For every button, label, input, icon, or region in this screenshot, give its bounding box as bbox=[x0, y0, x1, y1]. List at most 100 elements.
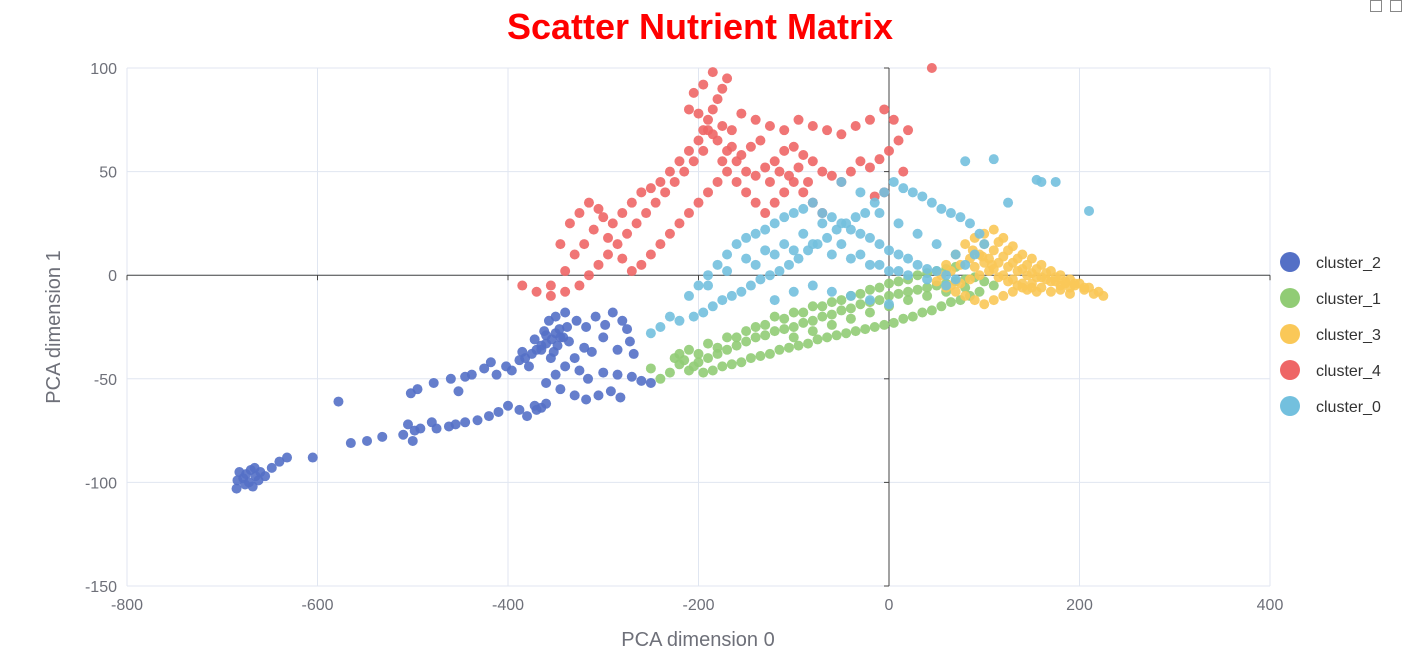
data-point[interactable] bbox=[788, 208, 799, 219]
data-point[interactable] bbox=[826, 309, 837, 320]
data-point[interactable] bbox=[812, 334, 823, 345]
data-point[interactable] bbox=[979, 299, 990, 310]
data-point[interactable] bbox=[664, 311, 675, 322]
data-point[interactable] bbox=[783, 170, 794, 181]
data-point[interactable] bbox=[736, 286, 747, 297]
data-point[interactable] bbox=[945, 297, 956, 308]
data-point[interactable] bbox=[555, 239, 566, 250]
data-point[interactable] bbox=[779, 187, 790, 198]
data-point[interactable] bbox=[541, 377, 552, 388]
data-point[interactable] bbox=[615, 392, 626, 403]
data-point[interactable] bbox=[741, 166, 752, 177]
data-point[interactable] bbox=[722, 332, 733, 343]
data-point[interactable] bbox=[617, 253, 628, 264]
data-point[interactable] bbox=[703, 338, 714, 349]
data-point[interactable] bbox=[503, 400, 513, 411]
data-point[interactable] bbox=[764, 176, 775, 187]
data-point[interactable] bbox=[884, 266, 894, 277]
data-point[interactable] bbox=[893, 276, 904, 287]
data-point[interactable] bbox=[907, 311, 918, 322]
data-point[interactable] bbox=[1098, 290, 1109, 301]
data-point[interactable] bbox=[398, 429, 409, 440]
data-point[interactable] bbox=[788, 322, 799, 332]
data-point[interactable] bbox=[1041, 268, 1052, 279]
data-point[interactable] bbox=[769, 249, 780, 260]
data-point[interactable] bbox=[514, 404, 525, 415]
data-point[interactable] bbox=[1003, 245, 1014, 256]
data-point[interactable] bbox=[855, 187, 866, 198]
data-point[interactable] bbox=[664, 367, 675, 378]
data-point[interactable] bbox=[750, 170, 761, 181]
data-point[interactable] bbox=[988, 245, 999, 256]
data-point[interactable] bbox=[807, 121, 818, 132]
data-point[interactable] bbox=[664, 166, 675, 177]
data-point[interactable] bbox=[712, 94, 723, 105]
data-point[interactable] bbox=[579, 239, 590, 250]
data-point[interactable] bbox=[760, 162, 771, 173]
data-point[interactable] bbox=[741, 232, 752, 243]
data-point[interactable] bbox=[798, 187, 809, 198]
data-point[interactable] bbox=[998, 290, 1009, 301]
data-point[interactable] bbox=[764, 348, 775, 359]
data-point[interactable] bbox=[769, 295, 780, 306]
data-point[interactable] bbox=[907, 187, 918, 198]
data-point[interactable] bbox=[974, 286, 985, 297]
data-point[interactable] bbox=[231, 483, 242, 494]
data-point[interactable] bbox=[969, 261, 980, 272]
data-point[interactable] bbox=[664, 228, 675, 239]
data-point[interactable] bbox=[893, 266, 904, 277]
data-point[interactable] bbox=[903, 286, 914, 297]
data-point[interactable] bbox=[898, 183, 909, 194]
data-point[interactable] bbox=[955, 212, 966, 223]
data-point[interactable] bbox=[650, 197, 661, 208]
data-point[interactable] bbox=[788, 141, 799, 152]
data-point[interactable] bbox=[622, 324, 633, 335]
data-point[interactable] bbox=[988, 224, 999, 235]
data-point[interactable] bbox=[922, 290, 933, 301]
data-point[interactable] bbox=[807, 326, 818, 337]
data-point[interactable] bbox=[655, 373, 666, 384]
data-point[interactable] bbox=[950, 249, 961, 260]
data-point[interactable] bbox=[529, 334, 540, 345]
data-point[interactable] bbox=[864, 259, 875, 270]
data-point[interactable] bbox=[717, 361, 728, 372]
data-point[interactable] bbox=[826, 249, 837, 260]
data-point[interactable] bbox=[755, 274, 766, 285]
data-point[interactable] bbox=[884, 290, 894, 301]
data-point[interactable] bbox=[760, 319, 771, 330]
data-point[interactable] bbox=[282, 452, 293, 463]
legend-item[interactable]: cluster_1 bbox=[1280, 288, 1381, 308]
data-point[interactable] bbox=[836, 305, 847, 316]
data-point[interactable] bbox=[893, 218, 904, 229]
data-point[interactable] bbox=[750, 114, 761, 125]
data-point[interactable] bbox=[707, 104, 718, 115]
data-point[interactable] bbox=[655, 239, 666, 250]
data-point[interactable] bbox=[745, 141, 756, 152]
data-point[interactable] bbox=[707, 129, 718, 140]
data-point[interactable] bbox=[912, 284, 923, 295]
data-point[interactable] bbox=[645, 183, 656, 194]
data-point[interactable] bbox=[683, 145, 694, 156]
data-point[interactable] bbox=[698, 307, 709, 318]
data-point[interactable] bbox=[869, 197, 880, 208]
data-point[interactable] bbox=[600, 319, 611, 330]
data-point[interactable] bbox=[626, 266, 637, 277]
data-point[interactable] bbox=[683, 344, 694, 355]
data-point[interactable] bbox=[922, 282, 933, 293]
data-point[interactable] bbox=[831, 330, 842, 341]
data-point[interactable] bbox=[607, 307, 618, 318]
data-point[interactable] bbox=[826, 212, 837, 223]
data-point[interactable] bbox=[807, 315, 818, 326]
data-point[interactable] bbox=[741, 187, 752, 198]
data-point[interactable] bbox=[803, 176, 814, 187]
data-point[interactable] bbox=[798, 203, 809, 214]
data-point[interactable] bbox=[841, 328, 852, 339]
data-point[interactable] bbox=[274, 456, 285, 467]
data-point[interactable] bbox=[712, 342, 723, 353]
data-point[interactable] bbox=[774, 344, 785, 355]
data-point[interactable] bbox=[571, 315, 582, 326]
data-point[interactable] bbox=[855, 299, 866, 310]
data-point[interactable] bbox=[555, 384, 566, 395]
data-point[interactable] bbox=[898, 313, 909, 324]
data-point[interactable] bbox=[903, 295, 914, 306]
